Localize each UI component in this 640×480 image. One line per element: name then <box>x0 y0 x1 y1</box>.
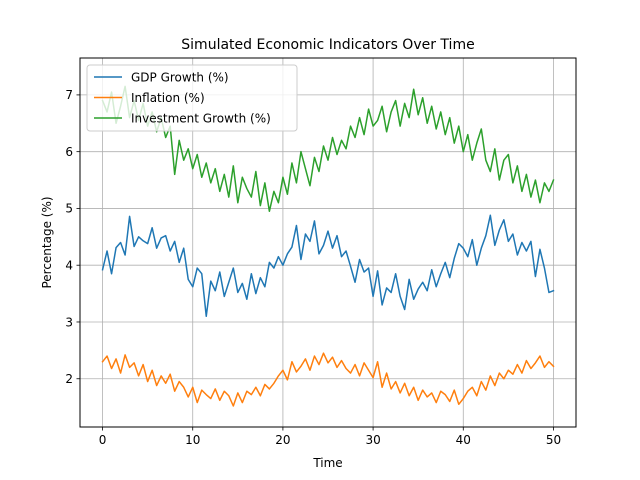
y-tick-label: 3 <box>65 315 73 329</box>
x-tick-label: 50 <box>546 433 561 447</box>
legend-label-gdp-growth: GDP Growth (%) <box>131 70 229 84</box>
y-tick-label: 4 <box>65 259 73 273</box>
y-tick-label: 6 <box>65 145 73 159</box>
x-tick-label: 0 <box>99 433 107 447</box>
legend-box <box>86 64 298 132</box>
y-tick-label: 5 <box>65 202 73 216</box>
chart-title: Simulated Economic Indicators Over Time <box>181 37 474 53</box>
x-tick-label: 40 <box>456 433 471 447</box>
legend-label-inflation: Inflation (%) <box>131 91 205 105</box>
y-tick-label: 2 <box>65 372 73 386</box>
axes-frame <box>79 57 577 428</box>
x-tick-label: 20 <box>275 433 290 447</box>
y-axis-label: Percentage (%) <box>40 196 54 288</box>
legend-label-investment-growth: Investment Growth (%) <box>131 111 271 125</box>
y-tick-label: 7 <box>65 88 73 102</box>
x-axis-label: Time <box>312 456 342 470</box>
series-line-gdp-growth <box>101 214 555 318</box>
axis-ticks: 0 10 20 30 40 50 2 3 4 5 6 7 <box>65 88 561 447</box>
series-line-investment-growth <box>101 85 555 213</box>
legend: GDP Growth (%) Inflation (%) Investment Gr… <box>86 64 298 132</box>
plot-area <box>101 85 555 407</box>
x-tick-label: 30 <box>365 433 380 447</box>
series-line-inflation <box>101 352 555 407</box>
x-tick-label: 10 <box>185 433 200 447</box>
